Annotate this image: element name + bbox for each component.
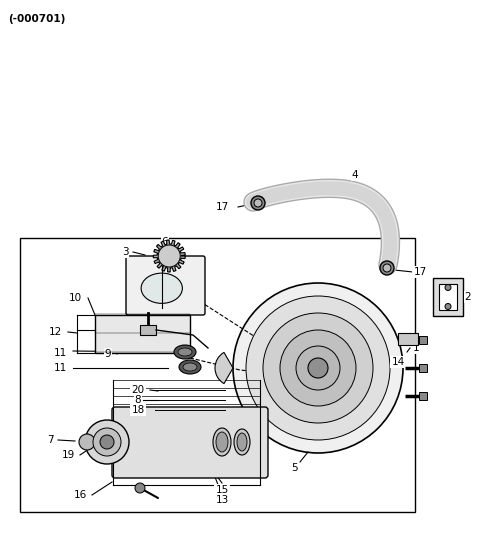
Text: 10: 10 bbox=[69, 293, 82, 303]
Circle shape bbox=[254, 199, 262, 207]
Text: 5: 5 bbox=[292, 463, 298, 473]
Circle shape bbox=[280, 330, 356, 406]
Ellipse shape bbox=[178, 348, 192, 356]
Text: 11: 11 bbox=[53, 363, 67, 373]
Circle shape bbox=[380, 261, 394, 275]
Bar bbox=[398, 333, 418, 345]
Text: 17: 17 bbox=[216, 202, 228, 212]
Bar bbox=[20, 238, 415, 512]
Text: (-000701): (-000701) bbox=[8, 14, 65, 24]
Text: 11: 11 bbox=[53, 348, 67, 358]
Ellipse shape bbox=[216, 432, 228, 452]
Circle shape bbox=[93, 428, 121, 456]
Circle shape bbox=[85, 420, 129, 464]
Text: 15: 15 bbox=[216, 485, 228, 495]
Text: 17: 17 bbox=[413, 267, 427, 277]
Circle shape bbox=[100, 435, 114, 449]
Text: 20: 20 bbox=[132, 385, 144, 395]
Circle shape bbox=[246, 296, 390, 440]
FancyBboxPatch shape bbox=[112, 407, 268, 478]
Circle shape bbox=[158, 245, 180, 267]
Bar bbox=[140, 325, 156, 335]
Ellipse shape bbox=[174, 345, 196, 359]
Text: 1: 1 bbox=[413, 343, 420, 353]
Text: 18: 18 bbox=[132, 405, 144, 415]
FancyBboxPatch shape bbox=[126, 256, 205, 315]
Text: 16: 16 bbox=[73, 490, 86, 500]
Ellipse shape bbox=[141, 273, 182, 303]
Ellipse shape bbox=[234, 429, 250, 455]
Circle shape bbox=[383, 264, 391, 272]
Circle shape bbox=[263, 313, 373, 423]
Text: 3: 3 bbox=[122, 247, 128, 257]
Text: 2: 2 bbox=[465, 292, 471, 302]
Bar bbox=[419, 336, 427, 344]
Ellipse shape bbox=[183, 363, 197, 371]
Circle shape bbox=[308, 358, 328, 378]
Text: 8: 8 bbox=[135, 395, 141, 405]
Ellipse shape bbox=[237, 433, 247, 451]
Ellipse shape bbox=[179, 360, 201, 374]
Wedge shape bbox=[215, 352, 233, 384]
Circle shape bbox=[445, 285, 451, 291]
Circle shape bbox=[135, 483, 145, 493]
Text: 6: 6 bbox=[162, 237, 168, 247]
Polygon shape bbox=[153, 240, 185, 272]
Text: 12: 12 bbox=[48, 327, 61, 337]
Circle shape bbox=[296, 346, 340, 390]
Circle shape bbox=[79, 434, 95, 450]
Circle shape bbox=[251, 196, 265, 210]
Bar bbox=[95, 315, 190, 353]
Ellipse shape bbox=[213, 428, 231, 456]
Text: 9: 9 bbox=[105, 349, 111, 359]
Bar bbox=[439, 284, 457, 310]
Bar bbox=[419, 392, 427, 400]
Text: 14: 14 bbox=[391, 357, 405, 367]
Text: 4: 4 bbox=[352, 170, 358, 180]
Bar bbox=[433, 278, 463, 316]
Text: 13: 13 bbox=[216, 495, 228, 505]
Circle shape bbox=[445, 303, 451, 309]
Text: 7: 7 bbox=[47, 435, 53, 445]
Bar bbox=[419, 364, 427, 372]
Circle shape bbox=[233, 283, 403, 453]
Text: 19: 19 bbox=[61, 450, 74, 460]
